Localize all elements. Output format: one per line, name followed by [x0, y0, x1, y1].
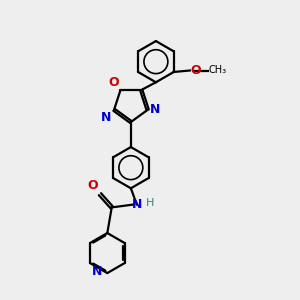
Text: O: O — [191, 64, 201, 77]
Text: N: N — [101, 111, 112, 124]
Text: O: O — [108, 76, 119, 88]
Text: H: H — [146, 198, 154, 208]
Text: N: N — [92, 266, 103, 278]
Text: N: N — [150, 103, 160, 116]
Text: N: N — [132, 198, 142, 211]
Text: CH₃: CH₃ — [209, 65, 227, 76]
Text: O: O — [87, 179, 98, 192]
